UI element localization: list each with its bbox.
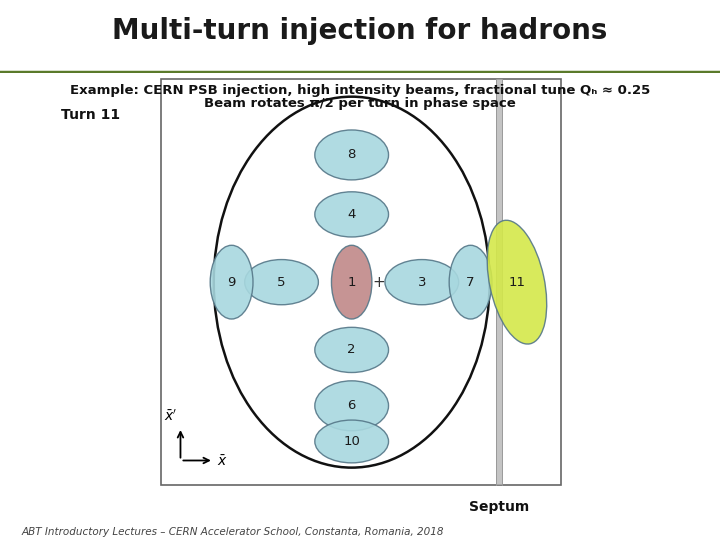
Text: Example: CERN PSB injection, high intensity beams, fractional tune Qₕ ≈ 0.25: Example: CERN PSB injection, high intens… [70, 84, 650, 97]
Text: Beam rotates π/2 per turn in phase space: Beam rotates π/2 per turn in phase space [204, 97, 516, 110]
Text: Multi-turn injection for hadrons: Multi-turn injection for hadrons [112, 17, 608, 45]
Text: 6: 6 [348, 399, 356, 413]
Text: Septum: Septum [469, 500, 529, 514]
Ellipse shape [245, 260, 318, 305]
Text: 9: 9 [228, 275, 235, 289]
Text: $\bar{x}$: $\bar{x}$ [217, 454, 228, 469]
Ellipse shape [315, 327, 389, 373]
Text: 5: 5 [277, 275, 286, 289]
Ellipse shape [315, 420, 389, 463]
Ellipse shape [315, 130, 389, 180]
Text: Turn 11: Turn 11 [61, 108, 120, 122]
Text: $\bar{x}'$: $\bar{x}'$ [163, 408, 177, 424]
Text: +: + [373, 275, 385, 289]
Ellipse shape [210, 245, 253, 319]
Bar [496, 79, 502, 485]
Text: 1: 1 [348, 275, 356, 289]
Text: ABT Introductory Lectures – CERN Accelerator School, Constanta, Romania, 2018: ABT Introductory Lectures – CERN Acceler… [22, 527, 444, 537]
Ellipse shape [385, 260, 459, 305]
Ellipse shape [487, 220, 546, 344]
Text: 7: 7 [467, 275, 474, 289]
Text: 10: 10 [343, 435, 360, 448]
Ellipse shape [331, 245, 372, 319]
Ellipse shape [315, 192, 389, 237]
Text: 3: 3 [418, 275, 426, 289]
Text: 2: 2 [348, 343, 356, 356]
Text: 8: 8 [348, 148, 356, 161]
Ellipse shape [449, 245, 492, 319]
Text: 11: 11 [508, 275, 526, 289]
Ellipse shape [315, 381, 389, 431]
Text: 4: 4 [348, 208, 356, 221]
